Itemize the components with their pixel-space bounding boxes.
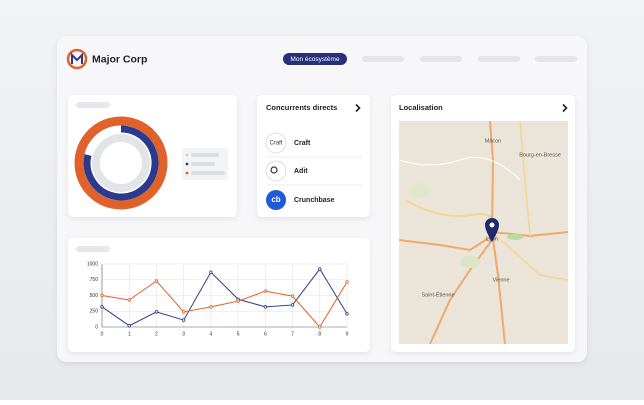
point <box>290 303 295 307</box>
series-line <box>101 268 348 327</box>
point <box>318 325 322 329</box>
point <box>263 289 268 293</box>
x-tick-label: 7 <box>291 331 294 337</box>
x-tick-label: 2 <box>155 331 158 337</box>
logo-mark <box>71 52 83 64</box>
point <box>290 294 295 298</box>
point <box>100 293 104 298</box>
map-label: Mâcon <box>485 138 502 144</box>
point <box>127 324 131 328</box>
logo-text: Craft <box>269 141 282 147</box>
series-line <box>101 280 348 328</box>
point <box>181 310 186 314</box>
map-pin[interactable] <box>485 218 499 242</box>
competitor-name[interactable]: Adit <box>294 168 308 175</box>
point <box>345 312 349 316</box>
tab-placeholder[interactable] <box>420 56 462 62</box>
logo <box>66 48 88 70</box>
competitor-name[interactable]: Crunchbase <box>294 197 335 204</box>
y-tick-label: 750 <box>90 277 99 283</box>
panel-title: Concurrents directs <box>266 103 337 112</box>
x-tick-label: 8 <box>318 331 321 337</box>
logo <box>265 132 287 154</box>
competitors-panel <box>257 95 370 217</box>
map-label: Vienne <box>492 277 509 283</box>
chevron[interactable] <box>562 103 568 113</box>
point <box>209 270 213 274</box>
active-tab-label[interactable]: Mon écosystème <box>290 56 340 63</box>
y-tick-label: 250 <box>90 309 99 315</box>
tab-placeholder[interactable] <box>535 56 577 62</box>
logo-mark <box>270 166 278 174</box>
point <box>263 305 268 309</box>
map-label: Saint-Étienne <box>421 291 454 298</box>
placeholder <box>76 246 110 252</box>
x-tick-label: 5 <box>237 331 240 337</box>
chevron[interactable] <box>355 103 361 113</box>
line-chart: 0 250 500 750 1000 0 1 2 3 4 5 6 7 8 9 <box>87 261 349 337</box>
logo-text: cb <box>271 195 280 204</box>
point <box>181 318 186 322</box>
brand: Major Corp <box>92 53 147 65</box>
panel-title: Localisation <box>399 103 443 112</box>
tab-placeholder[interactable] <box>362 56 404 62</box>
x-tick-label: 1 <box>128 331 131 337</box>
x-tick-label: 4 <box>209 331 212 337</box>
competitor-name[interactable]: Craft <box>294 140 311 147</box>
logo <box>266 190 286 210</box>
donut-ring <box>74 116 168 210</box>
x-tick-label: 9 <box>346 331 349 337</box>
logo <box>265 160 287 182</box>
point <box>236 299 240 303</box>
donut-ring <box>83 125 159 201</box>
point <box>154 310 159 314</box>
placeholder <box>76 102 110 108</box>
x-tick-label: 3 <box>182 331 185 337</box>
point <box>318 267 322 271</box>
tab-placeholder[interactable] <box>478 56 520 62</box>
y-tick-label: 0 <box>95 324 98 330</box>
line-chart-panel <box>68 238 370 352</box>
point <box>209 305 213 309</box>
point <box>127 298 131 302</box>
point <box>154 279 159 283</box>
y-tick-label: 500 <box>90 293 99 299</box>
donut-ring <box>92 134 150 192</box>
map-pin-dot <box>489 222 495 228</box>
y-tick-label: 1000 <box>87 261 98 267</box>
map-label: Bourg-en-Bresse <box>519 152 561 158</box>
x-tick-label: 0 <box>101 331 104 337</box>
point <box>100 305 104 309</box>
active-tab[interactable] <box>283 53 347 65</box>
x-tick-label: 6 <box>264 331 267 337</box>
point <box>345 280 349 284</box>
